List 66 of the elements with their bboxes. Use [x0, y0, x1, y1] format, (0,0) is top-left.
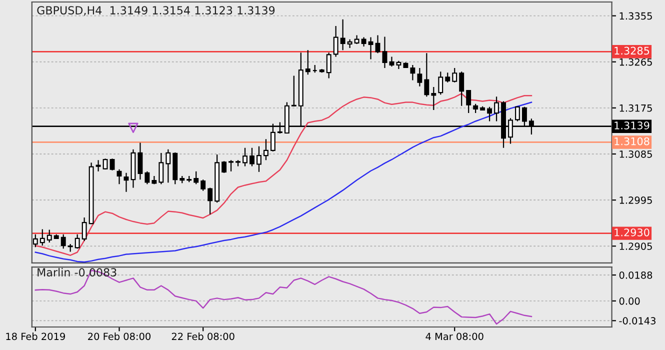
y-tick-label: 1.3265 [620, 58, 652, 66]
y-tick-label: 0.0188 [619, 271, 652, 279]
candlestick [368, 36, 374, 60]
candlestick [46, 229, 52, 244]
x-tick-label: 22 Feb 08:00 [172, 332, 234, 340]
candlestick [410, 64, 416, 81]
candlestick [375, 34, 380, 54]
candlestick [333, 25, 338, 58]
candlestick [305, 50, 310, 76]
x-tick-label: 4 Mar 08:00 [426, 332, 484, 340]
candlestick [438, 71, 444, 96]
y-tick-label: 1.3355 [620, 12, 652, 20]
candlestick [158, 152, 164, 185]
x-tick-label: 18 Feb 2019 [6, 332, 65, 340]
candlestick [74, 234, 80, 250]
candlestick [515, 106, 520, 122]
candlestick [32, 234, 38, 248]
candlestick [110, 158, 115, 171]
candlestick [340, 18, 346, 51]
ref-line-label: 1.3108 [614, 137, 650, 146]
candlestick [389, 56, 394, 68]
candlestick [487, 106, 492, 122]
candlestick [291, 75, 296, 107]
y-tick-label: 0.00 [619, 297, 640, 305]
chart-title: GBPUSD,H4 1.3149 1.3154 1.3123 1.3139 [37, 6, 275, 16]
candlestick [222, 160, 227, 174]
y-tick-label: 1.3175 [620, 104, 652, 112]
candlestick [256, 146, 262, 172]
ref-line-label: 1.3139 [614, 121, 650, 130]
ref-line-label: 1.3285 [614, 46, 650, 55]
x-tick-label: 20 Feb 08:00 [88, 332, 150, 340]
candlestick [445, 72, 450, 83]
candlestick [124, 172, 129, 192]
candlestick [452, 67, 458, 83]
candlestick [60, 234, 66, 250]
candlestick [494, 96, 499, 122]
y-tick-label: 1.3085 [620, 150, 652, 158]
y-tick-label: -0.0143 [619, 317, 656, 324]
candlestick [102, 158, 108, 170]
candlestick [431, 86, 436, 111]
ref-line-label: 1.2930 [614, 228, 650, 236]
candlestick [466, 89, 472, 114]
candlestick [200, 179, 206, 192]
candlestick [194, 170, 199, 185]
candlestick [263, 138, 268, 161]
candlestick [361, 36, 366, 48]
line-series [34, 270, 532, 325]
candlestick [208, 187, 213, 215]
candlestick [96, 160, 101, 172]
candlestick [459, 71, 464, 106]
y-tick-label: 1.2995 [620, 196, 652, 204]
candlestick [382, 36, 388, 69]
candlestick [166, 148, 171, 184]
candlestick [228, 160, 234, 172]
candlestick [473, 103, 478, 114]
candlestick [144, 170, 150, 185]
candlestick [82, 216, 87, 242]
candlestick [417, 67, 422, 87]
y-tick-label: 1.2905 [620, 242, 652, 250]
candlestick [116, 168, 122, 185]
candlestick [40, 228, 45, 246]
candlestick [242, 147, 248, 167]
candlestick [138, 142, 143, 180]
candlestick [326, 52, 332, 79]
candlestick [424, 52, 430, 98]
candlestick [250, 147, 254, 167]
